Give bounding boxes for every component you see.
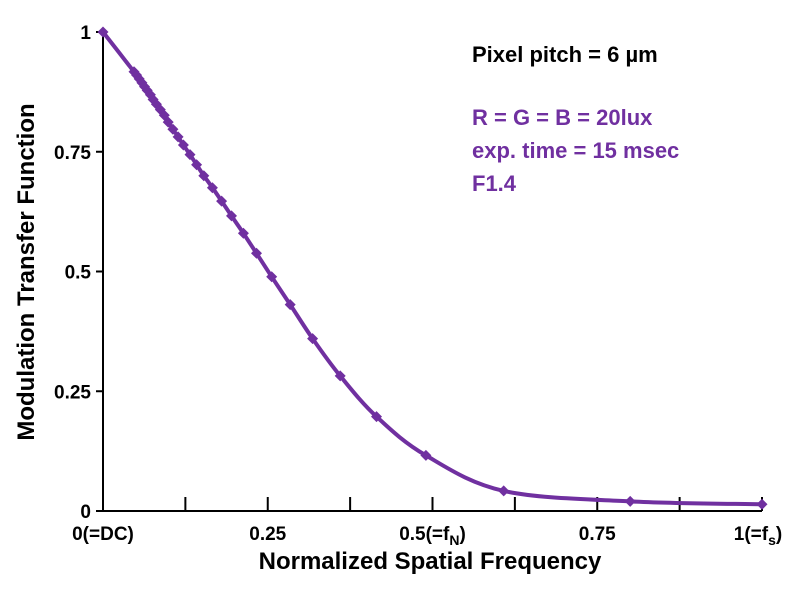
series-layer: [97, 26, 768, 510]
series-line: [101, 30, 763, 507]
annotation-pixel-pitch: Pixel pitch = 6 µm: [472, 42, 658, 67]
data-point-marker: [226, 210, 237, 222]
x-tick-label: 0.75: [579, 524, 616, 545]
y-tick-label: 0.75: [54, 143, 91, 164]
data-point-marker: [756, 498, 768, 510]
axes: 0 0.25 0.5 0.75 1 0(=DC) 0.25 0.5(=fN) 0.75 1(=fs…: [54, 23, 782, 548]
x-tick-label: 0(=DC): [72, 524, 134, 545]
y-tick-label: 1: [80, 23, 91, 44]
data-point-marker: [172, 131, 184, 143]
x-tick-label: 0.25: [249, 524, 286, 545]
data-point-marker: [624, 495, 636, 507]
data-point-marker: [206, 182, 218, 194]
data-point-marker: [251, 247, 262, 259]
data-point-marker: [307, 333, 319, 345]
x-tick-label: 0.5(=fN): [399, 524, 466, 548]
data-point-marker: [167, 123, 179, 135]
data-point-marker: [334, 370, 346, 382]
y-tick-label: 0: [80, 502, 91, 523]
data-point-marker: [184, 149, 196, 161]
data-point-marker: [284, 299, 296, 311]
data-point-marker: [266, 271, 278, 283]
data-point-marker: [191, 159, 203, 171]
data-point-marker: [498, 485, 510, 497]
data-point-marker: [420, 449, 432, 461]
x-axis-title: Normalized Spatial Frequency: [259, 548, 602, 575]
y-tick-label: 0.5: [65, 263, 92, 284]
x-tick-label: 1(=fs): [734, 524, 782, 548]
annotation-illumination: R = G = B = 20lux: [472, 105, 653, 130]
y-axis-title: Modulation Transfer Function: [13, 103, 40, 440]
data-point-marker: [97, 26, 109, 38]
data-point-marker: [198, 170, 210, 182]
data-point-marker: [162, 116, 174, 128]
annotation-aperture: F1.4: [472, 171, 517, 196]
annotations: Pixel pitch = 6 µm R = G = B = 20lux exp…: [472, 42, 679, 196]
data-point-marker: [216, 195, 228, 207]
y-tick-label: 0.25: [54, 382, 91, 403]
data-point-marker: [371, 411, 382, 423]
annotation-exposure: exp. time = 15 msec: [472, 138, 679, 163]
data-point-marker: [237, 227, 249, 239]
data-point-marker: [177, 139, 189, 151]
